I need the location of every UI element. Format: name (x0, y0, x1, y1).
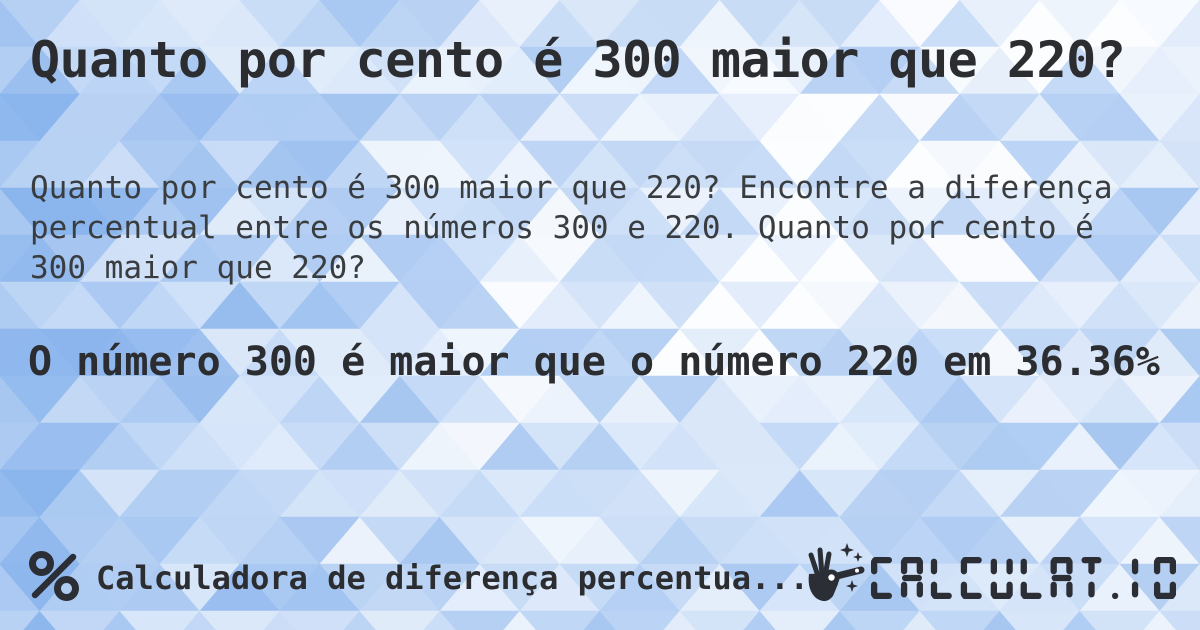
footer: Calculadora de diferença percentua... (28, 540, 1176, 616)
page-title: Quanto por cento é 300 maior que 220? (30, 31, 1126, 89)
description-text: Quanto por cento é 300 maior que 220? En… (30, 170, 1113, 286)
footer-left-group: Calculadora de diferença percentua... (28, 550, 809, 606)
percent-icon (28, 550, 80, 606)
calculator-label: Calculadora de diferença percentua... (96, 559, 809, 597)
brand-wordmark (870, 557, 1176, 599)
result-text: O número 300 é maior que o número 220 em… (28, 339, 1160, 385)
brand-logo (795, 540, 1176, 616)
magic-wand-icon (795, 540, 867, 616)
